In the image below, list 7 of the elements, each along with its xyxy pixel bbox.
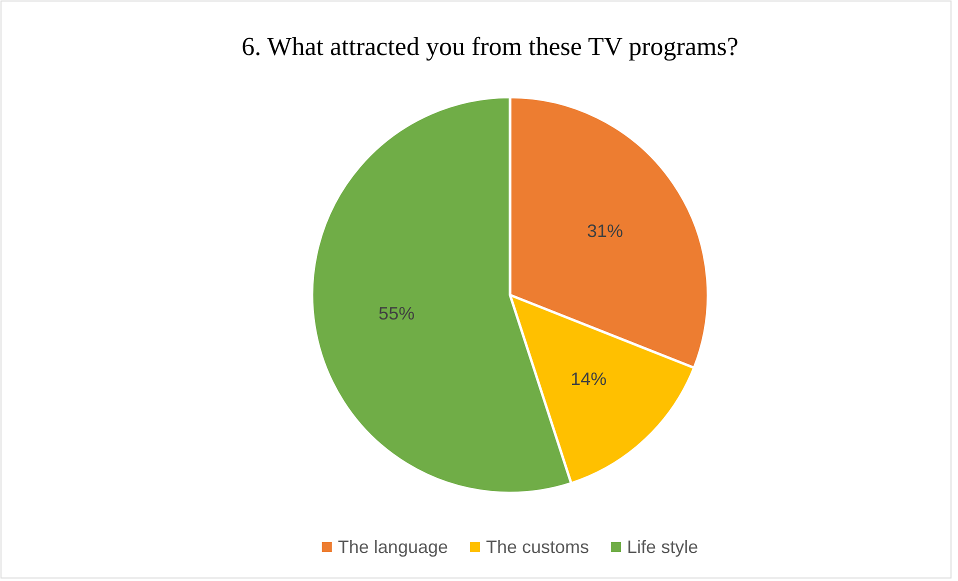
legend-label: Life style xyxy=(627,536,698,557)
legend-label: The customs xyxy=(486,536,590,557)
legend-label: The language xyxy=(338,536,448,557)
data-label: 31% xyxy=(586,220,623,241)
data-label: 14% xyxy=(570,369,607,390)
chart-title: 6. What attracted you from these TV programs? xyxy=(242,32,738,61)
data-label: 55% xyxy=(378,303,415,324)
